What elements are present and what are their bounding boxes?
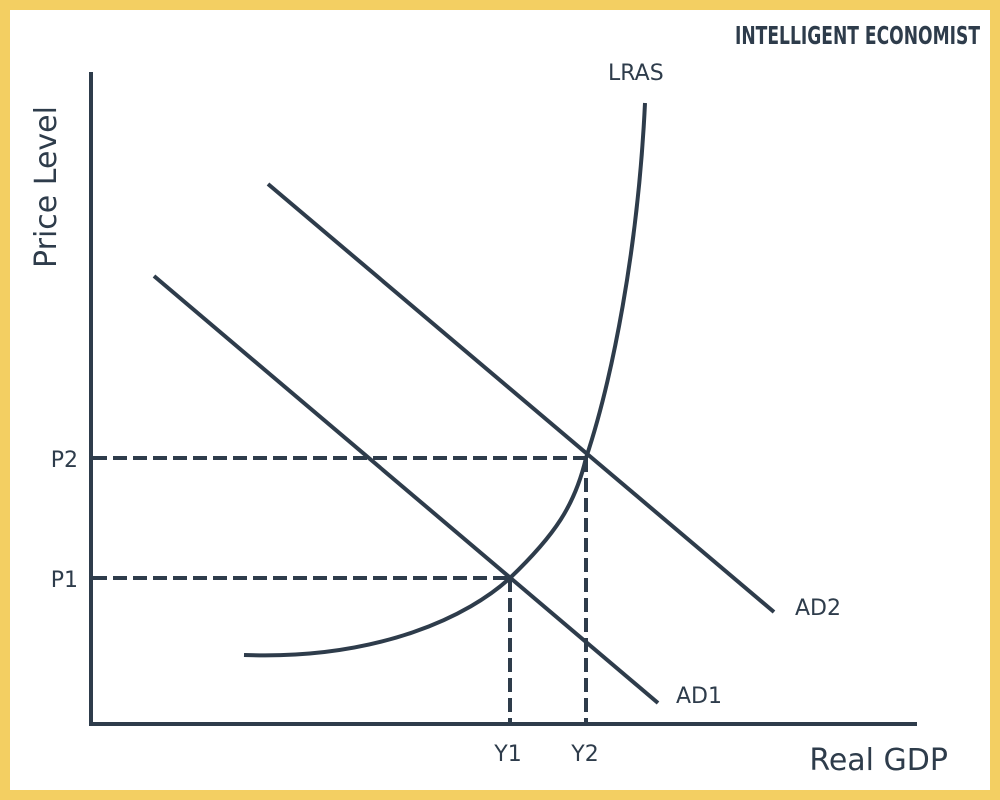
ad1-label: AD1 (676, 684, 722, 709)
ad2-label: AD2 (795, 596, 841, 621)
y-axis-label: Price Level (29, 106, 64, 268)
ad2-curve (266, 182, 776, 614)
ad1-curve (152, 274, 660, 705)
p1-label: P1 (51, 568, 78, 593)
y2-label: Y2 (570, 742, 598, 767)
y1-label: Y1 (493, 742, 521, 767)
x-axis-label: Real GDP (809, 743, 948, 778)
p2-label: P2 (51, 448, 78, 473)
lras-label: LRAS (608, 61, 664, 86)
diagram-frame (10, 10, 990, 790)
lras-curve (243, 102, 647, 658)
brand-logo: INTELLIGENT ECONOMIST (735, 21, 980, 50)
